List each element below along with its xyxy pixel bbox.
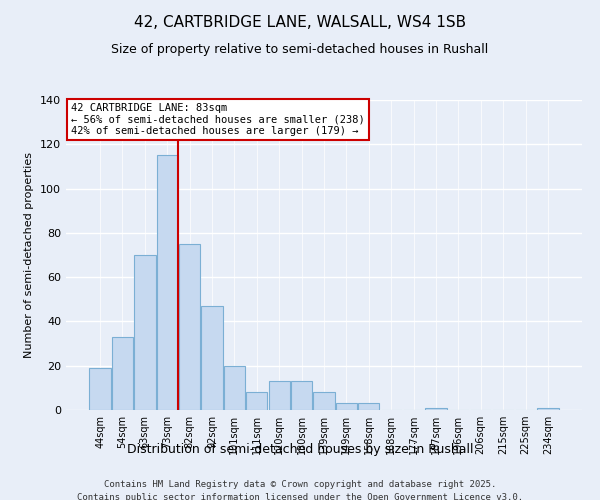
Bar: [224, 366, 245, 410]
Bar: [89, 368, 111, 410]
Bar: [336, 404, 357, 410]
Bar: [537, 408, 559, 410]
Bar: [179, 244, 200, 410]
Bar: [157, 156, 178, 410]
Text: 42 CARTBRIDGE LANE: 83sqm
← 56% of semi-detached houses are smaller (238)
42% of: 42 CARTBRIDGE LANE: 83sqm ← 56% of semi-…: [71, 103, 365, 136]
Text: Contains HM Land Registry data © Crown copyright and database right 2025.: Contains HM Land Registry data © Crown c…: [104, 480, 496, 489]
Bar: [425, 408, 446, 410]
Text: Distribution of semi-detached houses by size in Rushall: Distribution of semi-detached houses by …: [127, 442, 473, 456]
Bar: [246, 392, 268, 410]
Bar: [134, 255, 155, 410]
Bar: [269, 381, 290, 410]
Text: Size of property relative to semi-detached houses in Rushall: Size of property relative to semi-detach…: [112, 42, 488, 56]
Text: Contains public sector information licensed under the Open Government Licence v3: Contains public sector information licen…: [77, 492, 523, 500]
Bar: [291, 381, 312, 410]
Bar: [202, 306, 223, 410]
Bar: [313, 392, 335, 410]
Bar: [112, 337, 133, 410]
Text: 42, CARTBRIDGE LANE, WALSALL, WS4 1SB: 42, CARTBRIDGE LANE, WALSALL, WS4 1SB: [134, 15, 466, 30]
Y-axis label: Number of semi-detached properties: Number of semi-detached properties: [25, 152, 34, 358]
Bar: [358, 404, 379, 410]
